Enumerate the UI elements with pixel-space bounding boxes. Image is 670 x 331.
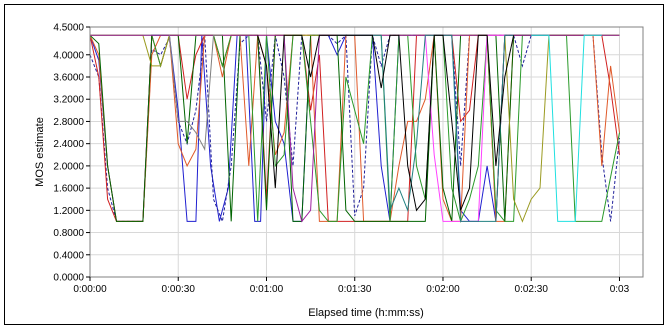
series-line-12 — [168, 34, 223, 151]
chart-frame: 0.0000 0.4000 0.8000 1.2000 1.6000 2.0000 2.40… — [4, 4, 664, 325]
y-tick-label: 1.6000 — [53, 184, 84, 195]
x-tick-label: 0:01:30 — [338, 284, 372, 295]
x-tick-label: 0:00:30 — [162, 284, 196, 295]
x-tick-label: 0:02:30 — [515, 284, 549, 295]
series-line-2 — [89, 34, 620, 224]
y-tick-label: 0.0000 — [53, 273, 84, 284]
y-tick-label: 0.4000 — [53, 250, 84, 261]
series-line-13 — [257, 34, 515, 212]
y-tick-label: 2.0000 — [53, 161, 84, 172]
y-tick-label: 3.2000 — [53, 95, 84, 106]
y-tick-label: 1.2000 — [53, 206, 84, 217]
y-tick-label: 2.4000 — [53, 139, 84, 150]
x-tick-label: 0:03 — [610, 284, 630, 295]
y-tick-label: 3.6000 — [53, 73, 84, 84]
series-layer — [89, 34, 620, 224]
y-tick-label: 0.8000 — [53, 228, 84, 239]
y-axis-label: MOS estimate — [34, 117, 46, 187]
x-tick-label: 0:01:00 — [250, 284, 284, 295]
y-tick-label: 2.8000 — [53, 117, 84, 128]
x-tick-label: 0:00:00 — [73, 284, 107, 295]
plot-area-border — [89, 26, 644, 278]
y-tick-label: 4.0000 — [53, 50, 84, 61]
mos-line-chart: 0.0000 0.4000 0.8000 1.2000 1.6000 2.0000 2.40… — [34, 23, 644, 319]
tick-labels: 0.0000 0.4000 0.8000 1.2000 1.6000 2.0000 2.40… — [53, 23, 629, 296]
x-axis-label: Elapsed time (h:mm:ss) — [308, 307, 424, 319]
series-line-10 — [531, 34, 602, 222]
y-tick-label: 4.5000 — [53, 23, 84, 34]
x-tick-label: 0:02:00 — [426, 284, 460, 295]
